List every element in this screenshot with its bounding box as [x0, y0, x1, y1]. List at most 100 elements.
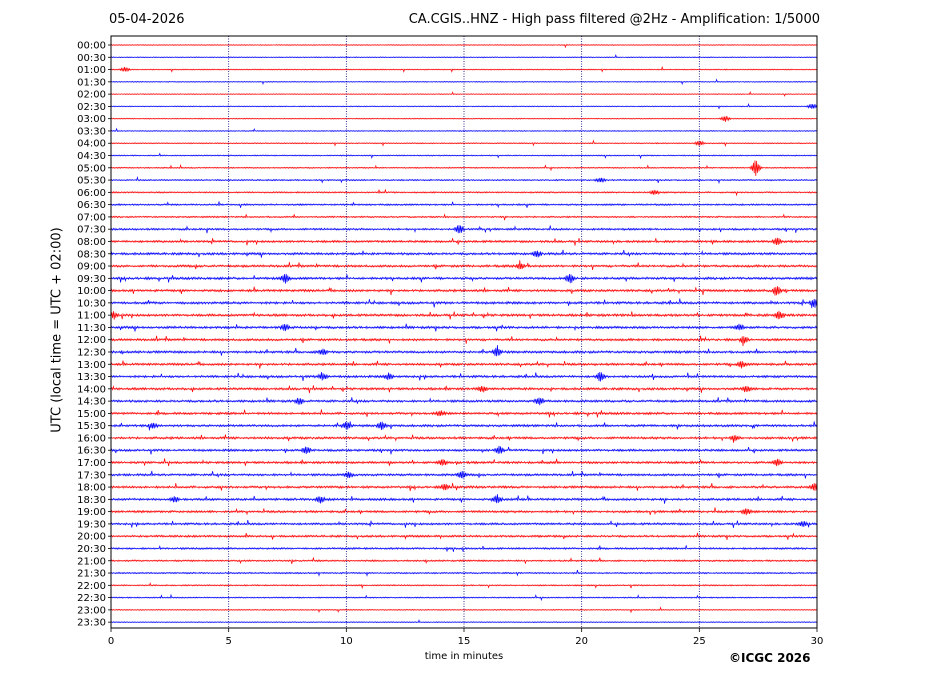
x-tick-label: 0	[108, 636, 114, 647]
trace-rows	[110, 43, 817, 624]
x-axis-label: time in minutes	[424, 651, 504, 662]
y-tick-label: 05:00	[77, 163, 106, 174]
y-tick-label: 10:30	[77, 298, 106, 309]
y-tick-label: 19:30	[77, 519, 106, 530]
x-tick-label: 15	[458, 636, 471, 647]
x-tick-label: 20	[575, 636, 588, 647]
trace-row-1700	[110, 458, 817, 467]
trace-row-0430	[110, 152, 817, 160]
trace-row-1100	[110, 310, 817, 320]
y-tick-label: 08:30	[77, 249, 106, 260]
y-tick-label: 19:00	[77, 507, 106, 518]
trace-row-1900	[110, 507, 817, 516]
trace-row-0930	[110, 273, 817, 284]
trace-row-1200	[110, 335, 817, 347]
trace-row-2300	[110, 606, 817, 614]
y-tick-label: 07:00	[77, 212, 106, 223]
trace-row-1000	[110, 286, 817, 296]
y-tick-label: 05:30	[77, 176, 106, 187]
y-tick-label: 17:00	[77, 458, 106, 469]
trace-row-2330	[110, 619, 817, 624]
y-tick-label: 01:00	[77, 65, 106, 76]
trace-row-0730	[110, 225, 817, 234]
trace-row-0500	[110, 160, 817, 177]
trace-row-0630	[110, 201, 817, 209]
trace-row-1330	[110, 371, 817, 382]
y-tick-label: 00:00	[77, 41, 106, 52]
vertical-gridlines	[228, 36, 700, 628]
chart-title: CA.CGIS..HNZ - High pass filtered @2Hz -…	[408, 12, 820, 27]
y-tick-label: 17:30	[77, 470, 106, 481]
trace-row-1930	[110, 519, 817, 528]
trace-row-0030	[110, 54, 817, 59]
trace-row-0230	[110, 103, 817, 110]
trace-row-2230	[110, 593, 817, 602]
y-tick-label: 20:30	[77, 544, 106, 555]
trace-row-0600	[110, 189, 817, 197]
y-tick-label: 23:30	[77, 618, 106, 629]
y-tick-label: 13:00	[77, 360, 106, 371]
y-tick-label: 15:30	[77, 421, 106, 432]
y-tick-label: 22:30	[77, 593, 106, 604]
y-tick-label: 23:00	[77, 605, 106, 616]
y-tick-label: 16:00	[77, 433, 106, 444]
trace-row-2030	[110, 545, 817, 552]
trace-row-0330	[110, 127, 817, 133]
trace-row-0700	[110, 213, 817, 221]
y-tick-label: 16:30	[77, 446, 106, 457]
y-axis-label: UTC (local time = UTC + 02:00)	[49, 227, 65, 433]
y-tick-label: 18:00	[77, 483, 106, 494]
y-tick-label: 14:30	[77, 397, 106, 408]
x-tick-label: 5	[225, 636, 231, 647]
trace-row-0830	[110, 249, 817, 258]
y-tick-label: 14:00	[77, 384, 106, 395]
trace-row-2200	[110, 582, 817, 590]
y-tick-label: 06:00	[77, 188, 106, 199]
y-tick-label: 09:00	[77, 262, 106, 273]
trace-row-1130	[110, 323, 817, 332]
trace-row-1630	[110, 445, 817, 455]
y-tick-label: 03:00	[77, 114, 106, 125]
trace-row-1530	[110, 421, 817, 431]
trace-row-0100	[110, 65, 817, 73]
trace-row-1500	[110, 409, 817, 418]
y-tick-label: 07:30	[77, 225, 106, 236]
trace-row-0300	[110, 115, 817, 122]
y-tick-label: 13:30	[77, 372, 106, 383]
y-tick-label: 21:00	[77, 556, 106, 567]
trace-row-0200	[110, 90, 817, 97]
y-tick-label: 12:30	[77, 348, 106, 359]
trace-row-1400	[110, 385, 817, 394]
trace-row-2100	[110, 557, 817, 565]
y-tick-label: 02:30	[77, 102, 106, 113]
trace-row-0900	[110, 260, 817, 271]
y-tick-label: 04:30	[77, 151, 106, 162]
copyright-label: ©ICGC 2026	[729, 651, 811, 665]
trace-row-1730	[110, 470, 817, 479]
y-tick-label: 09:30	[77, 274, 106, 285]
trace-row-0400	[110, 139, 817, 147]
y-tick-label: 11:30	[77, 323, 106, 334]
y-tick-label: 02:00	[77, 90, 106, 101]
y-tick-label: 04:00	[77, 139, 106, 150]
trace-row-1430	[110, 397, 817, 406]
x-tick-label: 10	[340, 636, 353, 647]
trace-row-0130	[110, 78, 817, 86]
trace-row-1830	[110, 494, 817, 504]
y-tick-label: 12:00	[77, 335, 106, 346]
y-tick-label: 15:00	[77, 409, 106, 420]
trace-row-1600	[110, 434, 817, 443]
trace-row-1230	[110, 345, 817, 357]
x-tick-labels: 0 5 10 15 20 25 30	[108, 628, 824, 647]
y-tick-label: 11:00	[77, 311, 106, 322]
x-tick-label: 25	[693, 636, 706, 647]
y-tick-label: 01:30	[77, 77, 106, 88]
y-tick-label: 03:30	[77, 126, 106, 137]
date-label: 05-04-2026	[109, 12, 185, 27]
x-tick-label: 30	[811, 636, 824, 647]
y-tick-label: 20:00	[77, 532, 106, 543]
y-tick-label: 06:30	[77, 200, 106, 211]
trace-row-1300	[110, 360, 817, 369]
